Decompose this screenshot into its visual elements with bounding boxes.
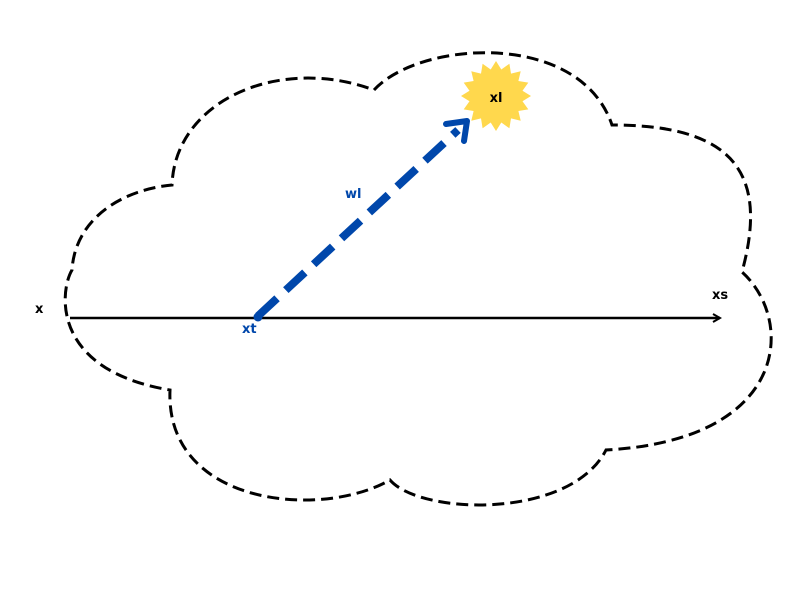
- label-xs: xs: [712, 288, 728, 303]
- wl-vector-arrowhead: [443, 118, 470, 144]
- label-x: x: [35, 302, 44, 317]
- label-xt: xt: [242, 322, 257, 337]
- cloud-outline: [63, 51, 773, 507]
- xl-star-shape: [461, 61, 531, 131]
- wl-vector-line: [255, 127, 461, 319]
- label-wl: wl: [345, 187, 361, 202]
- label-xl: xl: [490, 91, 503, 106]
- xt-point: [253, 312, 263, 322]
